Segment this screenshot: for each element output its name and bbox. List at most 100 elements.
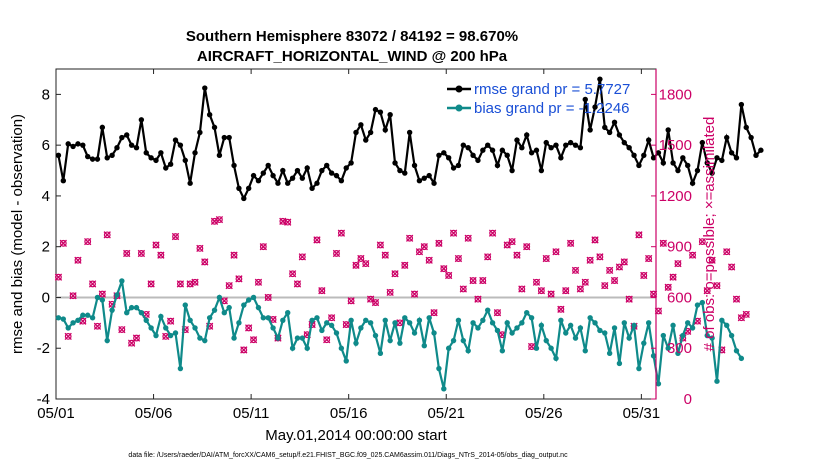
bias-point: [587, 315, 593, 321]
y-tick-right-label: 1500: [659, 137, 692, 154]
bias-point: [70, 320, 76, 326]
obs-count-possible: [474, 295, 482, 303]
bias-point: [382, 317, 388, 324]
rmse-point: [528, 150, 535, 156]
obs-count-possible: [562, 287, 570, 295]
bias-point: [645, 320, 652, 326]
obs-count-possible: [172, 233, 179, 240]
bias-point: [367, 320, 374, 326]
y-tick-left-label: -2: [37, 340, 50, 357]
x-tick-label: 05/21: [427, 405, 465, 422]
bias-point: [167, 332, 174, 339]
obs-count-possible: [533, 278, 540, 286]
rmse-point: [255, 177, 262, 184]
rmse-point: [367, 129, 374, 136]
rmse-point: [124, 132, 130, 138]
obs-count-possible: [567, 239, 575, 247]
rmse-point: [597, 76, 603, 82]
bias-point: [582, 348, 588, 354]
obs-count-possible: [74, 256, 82, 264]
obs-count-possible: [445, 272, 453, 279]
obs-count-possible: [235, 275, 243, 283]
bias-point: [514, 325, 520, 331]
bias-point: [494, 327, 501, 334]
rmse-point: [128, 142, 135, 148]
obs-count-possible: [435, 239, 443, 247]
bias-point: [431, 330, 437, 336]
rmse-point: [411, 162, 418, 169]
obs-count-possible: [123, 250, 131, 257]
chart-title: Southern Hemisphere 83072 / 84192 = 98.6…: [186, 28, 518, 45]
rmse-point: [241, 195, 247, 202]
obs-count-possible: [386, 288, 394, 296]
rmse-point: [172, 137, 179, 143]
bias-point: [255, 304, 262, 311]
obs-count-possible: [440, 265, 448, 273]
bias-point: [455, 317, 462, 324]
bias-point: [182, 302, 188, 308]
bias-point: [680, 332, 686, 339]
bias-point: [616, 360, 623, 367]
rmse-point: [211, 124, 218, 131]
rmse-point: [660, 160, 667, 166]
rmse-point: [206, 111, 213, 118]
bias-point: [245, 297, 252, 303]
obs-count-possible: [455, 255, 462, 262]
rmse-point: [441, 150, 447, 156]
bias-point: [636, 365, 642, 372]
rmse-point: [392, 160, 398, 166]
rmse-point: [416, 177, 423, 184]
bias-point: [143, 317, 149, 324]
bias-point: [353, 340, 359, 346]
bias-point: [738, 355, 745, 362]
bias-point: [250, 294, 257, 301]
obs-count-possible: [94, 322, 101, 330]
bias-point: [402, 315, 408, 321]
obs-count-possible: [318, 287, 326, 295]
rmse-point: [338, 177, 345, 184]
rmse-point: [197, 129, 203, 136]
legend-rmse-marker: [455, 85, 463, 93]
rmse-point: [582, 96, 588, 103]
bias-point: [172, 330, 179, 336]
x-tick-label: 05/01: [37, 405, 75, 422]
bias-point: [94, 294, 101, 301]
obs-count-possible: [698, 238, 706, 246]
bias-point: [719, 317, 725, 324]
rmse-point: [460, 142, 467, 148]
rmse-point: [231, 162, 237, 169]
bias-point: [304, 345, 310, 351]
bias-point: [660, 332, 667, 339]
obs-count-possible: [250, 336, 257, 344]
rmse-point: [494, 162, 501, 169]
obs-count-possible: [216, 216, 223, 224]
bias-point: [148, 325, 154, 331]
rmse-point: [543, 139, 549, 146]
obs-count-possible: [84, 238, 92, 246]
rmse-point: [489, 147, 496, 153]
rmse-point: [377, 109, 384, 115]
bias-point: [109, 307, 115, 313]
legend-bias-label: bias grand pr = -1.2246: [474, 100, 630, 117]
rmse-point: [299, 175, 306, 181]
bias-point: [509, 330, 515, 336]
obs-count-possible: [620, 258, 628, 266]
obs-count-possible: [523, 243, 531, 251]
rmse-point: [626, 144, 632, 151]
rmse-point: [94, 156, 101, 162]
obs-count-possible: [640, 272, 648, 279]
obs-count-possible: [601, 282, 609, 290]
bias-point: [592, 320, 598, 326]
bias-point: [338, 345, 345, 351]
rmse-point: [260, 170, 267, 176]
x-tick-label: 05/06: [135, 405, 173, 422]
obs-count-possible: [128, 339, 136, 347]
bias-point: [553, 355, 559, 362]
rmse-point: [538, 167, 545, 174]
obs-count-possible: [230, 251, 238, 259]
bias-point: [504, 320, 510, 326]
bias-point: [231, 335, 237, 341]
bias-point: [460, 337, 467, 344]
axes-ticks: 05/01 05/06 05/11 05/16 05/21 05/26 05/31 -4 -2 0…: [37, 69, 692, 422]
x-tick-label: 05/26: [525, 405, 563, 422]
